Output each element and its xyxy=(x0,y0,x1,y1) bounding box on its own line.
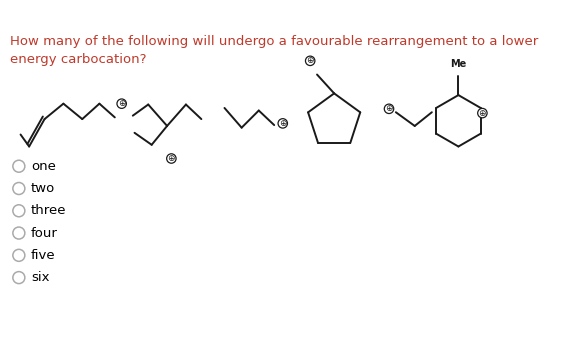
Text: ⊕: ⊕ xyxy=(478,108,486,118)
Text: Me: Me xyxy=(450,59,467,69)
Text: two: two xyxy=(31,182,55,195)
Circle shape xyxy=(278,119,288,128)
Text: ⊕: ⊕ xyxy=(306,56,314,65)
Circle shape xyxy=(478,108,487,118)
Circle shape xyxy=(167,154,176,163)
Text: one: one xyxy=(31,160,56,173)
Text: ⊕: ⊕ xyxy=(279,119,286,128)
Text: ⊕: ⊕ xyxy=(118,99,126,108)
Text: six: six xyxy=(31,271,49,284)
Circle shape xyxy=(117,99,126,108)
Text: five: five xyxy=(31,249,55,262)
Text: three: three xyxy=(31,204,66,217)
Text: four: four xyxy=(31,227,58,239)
Circle shape xyxy=(384,104,394,113)
Circle shape xyxy=(305,56,315,66)
Text: ⊕: ⊕ xyxy=(168,154,175,163)
Text: How many of the following will undergo a favourable rearrangement to a lower
ene: How many of the following will undergo a… xyxy=(11,35,538,66)
Text: ⊕: ⊕ xyxy=(385,104,393,113)
